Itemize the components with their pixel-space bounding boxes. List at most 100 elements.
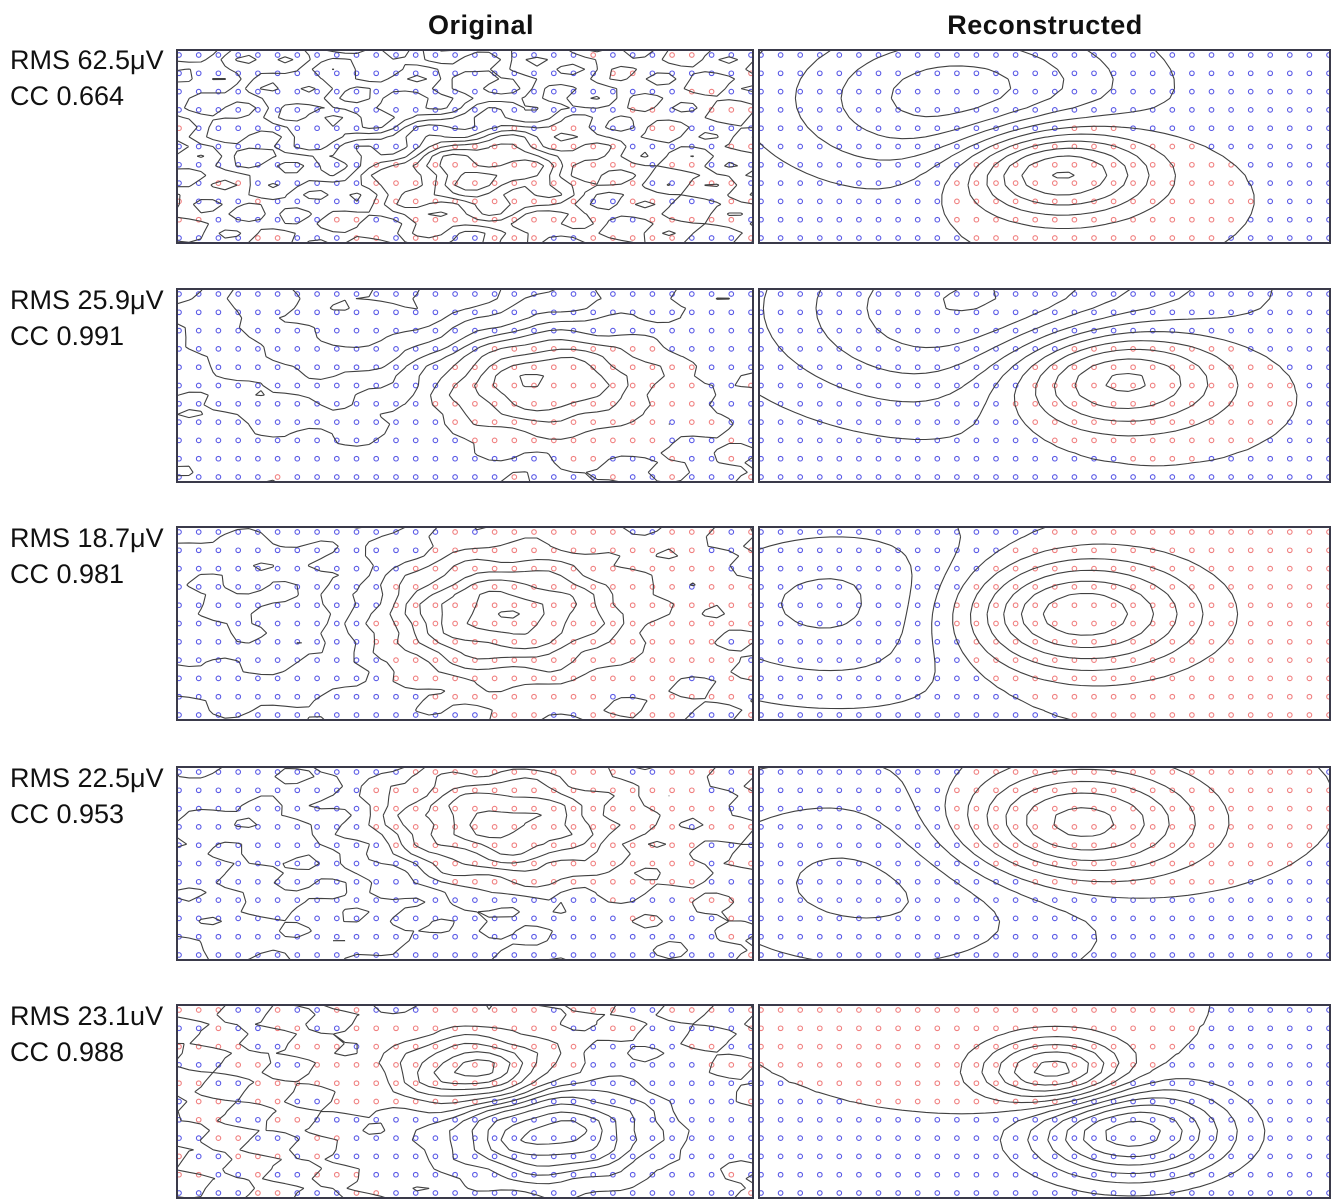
electrode-marker: [1092, 916, 1097, 921]
electrode-marker: [837, 236, 842, 241]
electrode-marker: [1229, 1154, 1234, 1159]
electrode-marker: [876, 585, 881, 590]
electrode-marker: [778, 788, 783, 793]
electrode-marker: [374, 71, 379, 76]
electrode-marker: [1288, 806, 1293, 811]
electrode-marker: [1033, 456, 1038, 461]
electrode-marker: [837, 365, 842, 370]
electrode-marker: [374, 530, 379, 535]
electrode-marker: [216, 310, 221, 315]
electrode-marker: [1288, 621, 1293, 626]
electrode-marker: [1248, 770, 1253, 775]
electrode-marker: [974, 89, 979, 94]
electrode-marker: [857, 898, 862, 903]
electrode-marker: [778, 365, 783, 370]
electrode-marker: [818, 126, 823, 131]
electrode-marker: [709, 658, 714, 663]
electrode-marker: [896, 916, 901, 921]
electrode-marker: [256, 53, 261, 58]
electrode-marker: [1288, 1008, 1293, 1013]
electrode-marker: [1170, 217, 1175, 222]
electrode-marker: [1013, 475, 1018, 480]
electrode-marker: [492, 548, 497, 553]
electrode-marker: [1170, 475, 1175, 480]
electrode-marker: [955, 916, 960, 921]
electrode-marker: [857, 825, 862, 830]
electrode-marker: [798, 566, 803, 571]
electrode-marker: [729, 236, 734, 241]
electrode-marker: [196, 310, 201, 315]
electrode-marker: [974, 1118, 979, 1123]
electrode-marker: [335, 603, 340, 608]
electrode-marker: [915, 916, 920, 921]
electrode-marker: [236, 548, 241, 553]
panel-frame: [759, 289, 1330, 482]
electrode-marker: [571, 383, 576, 388]
electrode-marker: [1013, 530, 1018, 535]
electrode-marker: [611, 1081, 616, 1086]
electrode-marker: [275, 658, 280, 663]
electrode-marker: [935, 475, 940, 480]
electrode-marker: [857, 438, 862, 443]
electrode-marker: [798, 217, 803, 222]
electrode-marker: [670, 1063, 675, 1068]
electrode-marker: [798, 934, 803, 939]
electrode-marker: [1229, 420, 1234, 425]
electrode-marker: [896, 676, 901, 681]
electrode-marker: [650, 328, 655, 333]
electrode-marker: [413, 420, 418, 425]
electrode-marker: [1268, 236, 1273, 241]
electrode-marker: [650, 217, 655, 222]
electrode-marker: [1170, 383, 1175, 388]
electrode-marker: [413, 217, 418, 222]
electrode-marker: [876, 292, 881, 297]
electrode-marker: [896, 1154, 901, 1159]
electrode-marker: [256, 438, 261, 443]
electrode-marker: [778, 713, 783, 718]
electrode-marker: [1111, 456, 1116, 461]
electrode-marker: [857, 621, 862, 626]
electrode-marker: [413, 181, 418, 186]
electrode-marker: [1288, 1136, 1293, 1141]
electrode-marker: [473, 181, 478, 186]
electrode-marker: [236, 420, 241, 425]
electrode-marker: [798, 402, 803, 407]
electrode-marker: [896, 199, 901, 204]
electrode-marker: [1053, 292, 1058, 297]
electrode-marker: [571, 770, 576, 775]
electrode-marker: [1229, 694, 1234, 699]
electrode-marker: [552, 292, 557, 297]
electrode-marker: [256, 475, 261, 480]
electrode-marker: [473, 1008, 478, 1013]
electrode-marker: [729, 770, 734, 775]
electrode-marker: [670, 843, 675, 848]
electrode-marker: [690, 530, 695, 535]
electrode-marker: [512, 1026, 517, 1031]
electrode-marker: [994, 1154, 999, 1159]
electrode-marker: [413, 365, 418, 370]
electrode-marker: [374, 585, 379, 590]
electrode-marker: [729, 475, 734, 480]
map-panel-reconstructed-2: [759, 289, 1331, 482]
electrode-marker: [236, 585, 241, 590]
electrode-marker: [315, 788, 320, 793]
electrode-marker: [1288, 402, 1293, 407]
electrode-marker: [1131, 603, 1136, 608]
electrode-marker: [196, 1118, 201, 1123]
electrode-marker: [1092, 585, 1097, 590]
electrode-marker: [1209, 658, 1214, 663]
electrode-marker: [492, 713, 497, 718]
electrode-marker: [354, 181, 359, 186]
electrode-marker: [1131, 89, 1136, 94]
electrode-marker: [857, 236, 862, 241]
electrode-marker: [1033, 71, 1038, 76]
electrode-marker: [1190, 71, 1195, 76]
electrode-marker: [650, 438, 655, 443]
electrode-marker: [1307, 89, 1312, 94]
electrode-marker: [295, 566, 300, 571]
electrode-marker: [295, 898, 300, 903]
electrode-marker: [433, 420, 438, 425]
electrode-marker: [955, 1081, 960, 1086]
electrode-marker: [1053, 916, 1058, 921]
electrode-marker: [857, 310, 862, 315]
